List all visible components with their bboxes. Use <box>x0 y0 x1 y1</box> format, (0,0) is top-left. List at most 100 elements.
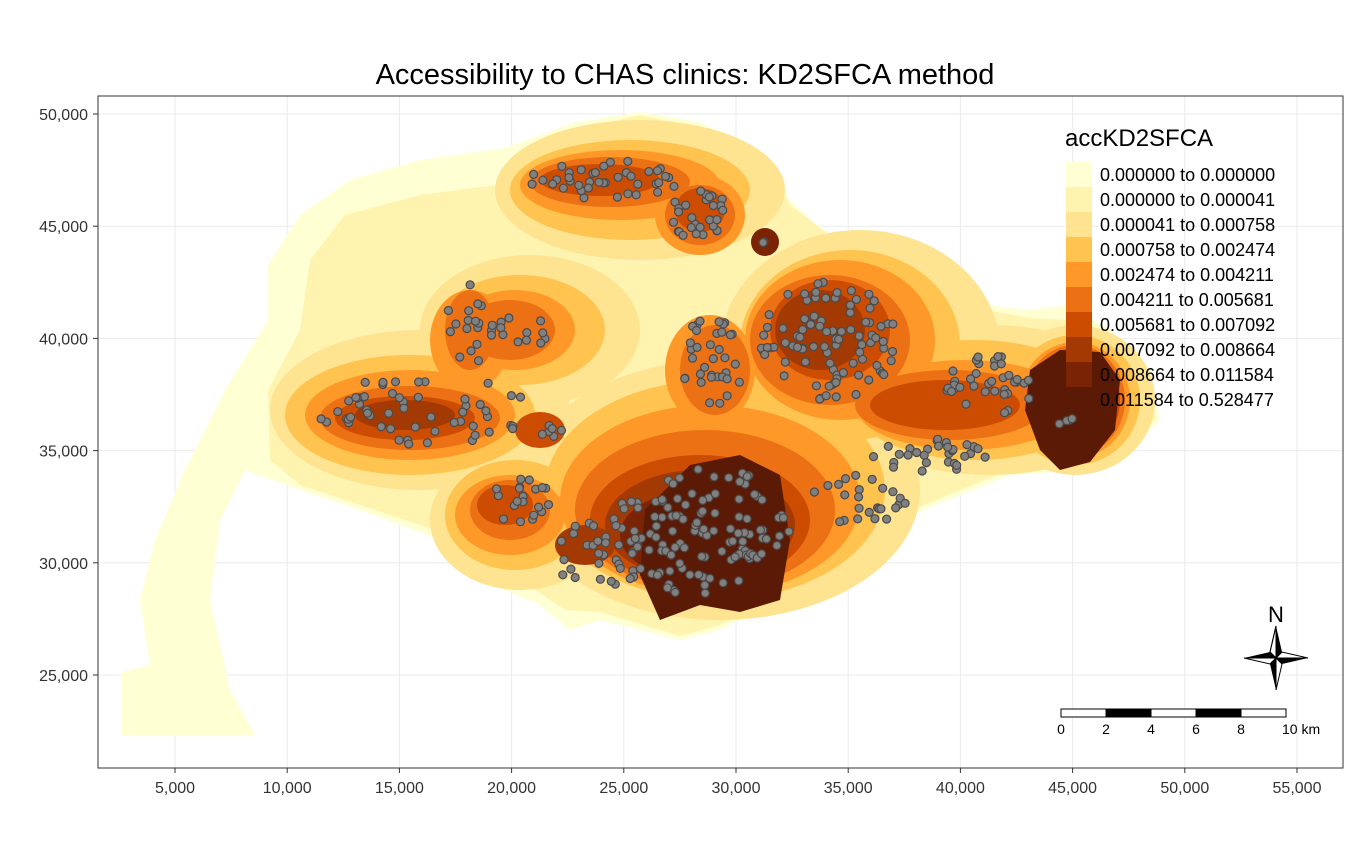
clinic-point <box>878 336 888 347</box>
clinic-point <box>668 217 679 227</box>
clinic-point <box>548 179 558 189</box>
clinic-point <box>671 510 681 521</box>
clinic-point <box>760 349 770 360</box>
legend-swatch <box>1066 212 1092 237</box>
clinic-point <box>522 328 532 338</box>
clinic-point <box>583 183 593 193</box>
clinic-point <box>853 514 863 524</box>
clinic-point <box>821 391 831 401</box>
clinic-point <box>894 449 904 459</box>
clinic-point <box>734 512 744 522</box>
clinic-point <box>537 429 548 439</box>
legend-label: 0.000041 to 0.000758 <box>1100 215 1275 235</box>
scale-labels: 0 2 4 6 8 10 km <box>1057 721 1320 737</box>
clinic-point <box>672 494 683 504</box>
clinic-point <box>504 313 514 323</box>
clinic-point <box>742 471 752 482</box>
clinic-point <box>687 213 697 223</box>
clinic-point <box>706 372 717 382</box>
clinic-point <box>663 502 673 513</box>
clinic-point <box>999 408 1010 418</box>
clinic-point <box>733 528 743 538</box>
clinic-point <box>615 563 625 573</box>
clinic-point <box>738 536 748 547</box>
clinic-point <box>806 319 816 330</box>
clinic-point <box>819 342 830 352</box>
clinic-point <box>657 494 667 505</box>
clinic-point <box>809 311 819 321</box>
clinic-point <box>679 543 690 553</box>
clinic-point <box>952 460 962 470</box>
clinic-point <box>865 303 875 313</box>
clinic-point <box>735 477 745 487</box>
clinic-point <box>316 414 326 424</box>
clinic-point <box>346 412 356 422</box>
map-panel-border <box>97 95 1344 769</box>
clinic-point <box>962 440 972 450</box>
legend-items: 0.000000 to 0.000000 0.000000 to 0.000041… <box>1066 162 1275 412</box>
clinic-point <box>725 524 736 534</box>
scale-label: 10 km <box>1282 721 1320 737</box>
clinic-point <box>670 542 680 553</box>
clinic-point <box>695 316 705 326</box>
clinic-point <box>867 474 877 484</box>
clinic-point <box>692 517 702 528</box>
clinic-point <box>795 332 805 342</box>
clinic-point <box>623 189 633 199</box>
clinic-point <box>632 542 643 552</box>
clinic-point <box>823 480 833 491</box>
clinic-point <box>774 531 785 541</box>
north-label: N <box>1268 602 1284 627</box>
clinic-point <box>576 165 586 175</box>
clinic-point <box>556 425 567 435</box>
clinic-point <box>651 521 662 531</box>
clinic-point <box>961 399 971 409</box>
clinic-point <box>644 545 654 555</box>
clinic-point <box>464 306 474 316</box>
clinic-point <box>780 338 790 348</box>
clinic-point <box>864 289 874 299</box>
clinic-point <box>633 503 643 513</box>
clinic-point <box>921 458 932 468</box>
clinic-point <box>590 168 601 178</box>
y-tick-label: 25,000 <box>39 668 88 685</box>
clinic-point <box>678 230 688 240</box>
clinic-point <box>969 381 979 391</box>
clinic-point <box>404 439 414 449</box>
clinic-point <box>529 510 539 520</box>
clinic-point <box>535 316 546 326</box>
clinic-point <box>705 340 716 350</box>
clinic-point <box>566 564 576 574</box>
clinic-point <box>455 352 465 362</box>
clinic-point <box>527 179 537 189</box>
clinic-point <box>470 430 480 440</box>
clinic-point <box>481 406 491 416</box>
clinic-point <box>980 387 990 397</box>
clinic-point <box>797 325 808 335</box>
clinic-point <box>681 200 691 210</box>
legend-swatch <box>1066 237 1092 262</box>
clinic-point <box>623 156 633 166</box>
clinic-point <box>528 169 539 179</box>
clinic-point <box>547 424 557 434</box>
clinic-point <box>728 536 738 546</box>
clinic-point <box>799 289 810 299</box>
clinic-point <box>778 513 789 523</box>
clinic-point <box>960 451 970 461</box>
legend-label: 0.000758 to 0.002474 <box>1100 240 1275 260</box>
clinic-point <box>861 317 871 327</box>
legend-label: 0.004211 to 0.005681 <box>1100 290 1274 310</box>
clinic-point <box>538 328 548 338</box>
clinic-point <box>685 338 696 348</box>
clinic-point <box>612 192 623 202</box>
clinic-point <box>710 508 720 518</box>
clinic-point <box>570 572 580 583</box>
clinic-point <box>834 334 844 344</box>
clinic-point <box>633 179 643 189</box>
clinic-point <box>680 500 691 510</box>
clinic-point <box>815 321 825 331</box>
clinic-point <box>556 536 567 546</box>
clinic-point <box>626 497 637 507</box>
clinic-point <box>955 382 965 392</box>
